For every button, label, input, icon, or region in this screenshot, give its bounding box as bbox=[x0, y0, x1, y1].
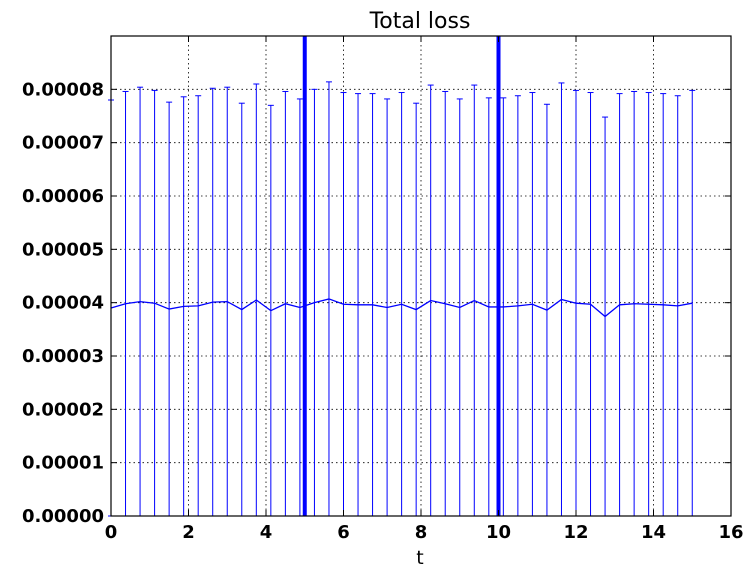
x-tick-label: 4 bbox=[260, 522, 273, 543]
x-tick-label: 8 bbox=[415, 522, 428, 543]
vertical-lines bbox=[302, 36, 501, 516]
x-tick-label: 12 bbox=[563, 522, 588, 543]
x-tick-label: 6 bbox=[337, 522, 350, 543]
series-line bbox=[110, 298, 693, 318]
grid bbox=[110, 36, 732, 517]
y-tick-label: 0.00002 bbox=[22, 399, 104, 420]
error-bars bbox=[108, 81, 696, 517]
x-tick-label: 14 bbox=[641, 522, 666, 543]
x-tick-label: 0 bbox=[105, 522, 118, 543]
y-tick-label: 0.00000 bbox=[22, 506, 104, 527]
series-group bbox=[110, 298, 693, 318]
x-tick-label: 16 bbox=[718, 522, 743, 543]
y-tick-label: 0.00001 bbox=[22, 453, 104, 474]
y-tick-labels: 0.00000 0.00001 0.00002 0.00003 0.00004 0.000… bbox=[22, 79, 104, 527]
y-tick-label: 0.00003 bbox=[22, 346, 104, 367]
y-tick-label: 0.00006 bbox=[22, 186, 104, 207]
y-tick-label: 0.00004 bbox=[22, 293, 104, 314]
y-tick-label: 0.00007 bbox=[22, 133, 104, 154]
x-axis-label: t bbox=[416, 547, 423, 569]
x-tick-label: 10 bbox=[486, 522, 511, 543]
y-tick-label: 0.00005 bbox=[22, 239, 104, 260]
ticks bbox=[110, 36, 732, 517]
x-tick-label: 2 bbox=[182, 522, 195, 543]
x-tick-labels: 0 2 4 6 8 10 12 14 16 bbox=[105, 522, 744, 543]
y-tick-label: 0.00008 bbox=[22, 79, 104, 100]
chart-title: Total loss bbox=[369, 9, 471, 34]
